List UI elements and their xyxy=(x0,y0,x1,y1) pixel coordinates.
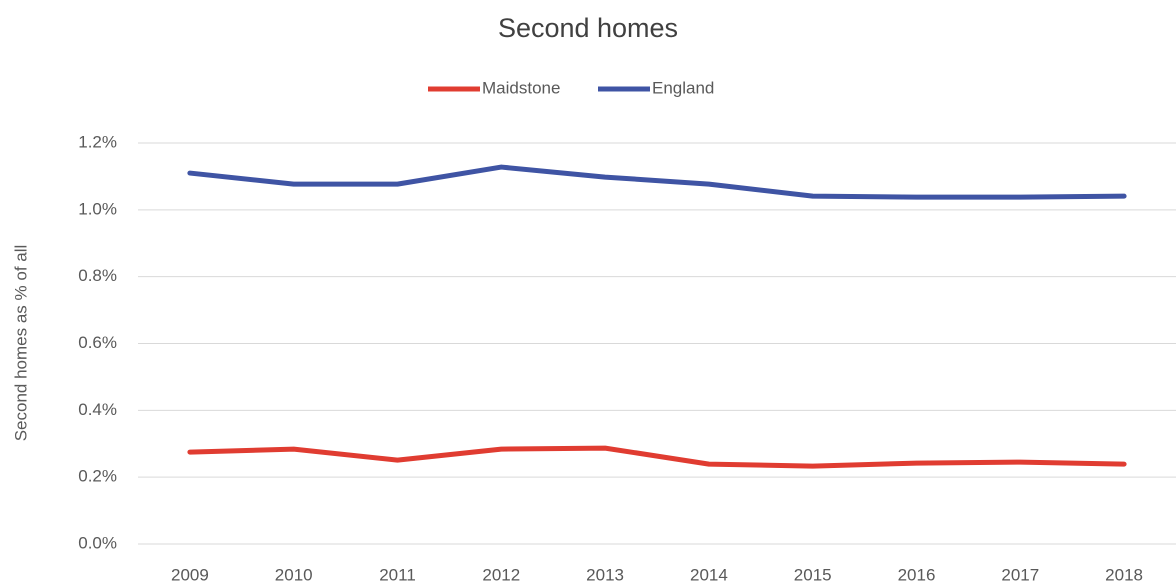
y-tick-label: 0.6% xyxy=(78,333,117,352)
y-axis-label: Second homes as % of all xyxy=(11,245,30,442)
x-tick-label: 2009 xyxy=(171,565,209,584)
y-tick-label: 1.2% xyxy=(78,132,117,151)
x-tick-label: 2011 xyxy=(379,565,416,584)
legend-label: England xyxy=(652,78,714,97)
x-tick-label: 2015 xyxy=(794,565,832,584)
series-line xyxy=(187,445,1127,469)
y-tick-label: 0.4% xyxy=(78,400,117,419)
series-line xyxy=(187,164,1127,200)
chart-title: Second homes xyxy=(498,13,678,43)
x-tick-label: 2018 xyxy=(1105,565,1143,584)
y-tick-label: 0.8% xyxy=(78,266,117,285)
x-tick-label: 2016 xyxy=(898,565,936,584)
x-tick-label: 2014 xyxy=(690,565,728,584)
y-tick-label: 0.2% xyxy=(78,467,117,486)
x-tick-label: 2017 xyxy=(1001,565,1039,584)
x-tick-label: 2013 xyxy=(586,565,624,584)
x-tick-label: 2012 xyxy=(482,565,520,584)
y-tick-label: 0.0% xyxy=(78,533,117,552)
y-tick-label: 1.0% xyxy=(78,199,117,218)
x-tick-label: 2010 xyxy=(275,565,313,584)
legend-label: Maidstone xyxy=(482,78,560,97)
